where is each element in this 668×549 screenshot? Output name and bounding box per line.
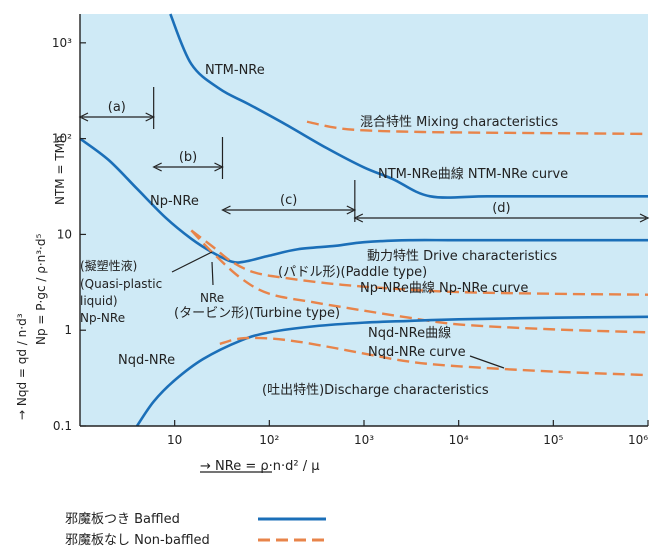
pointer-quasi-plastic (171, 251, 213, 273)
annotation-ntm-nre: NTM-NRe (205, 63, 265, 78)
annotation-nqd-nre: Nqd-NRe (118, 353, 175, 368)
annotation-nqd-curve-en: Nqd-NRe curve (368, 345, 466, 360)
x-tick-label-3: 10⁴ (449, 433, 469, 447)
x-axis-label: → NRe = ρ·n·d² / μ (200, 459, 320, 474)
y-tick-label-0: 0.1 (53, 419, 72, 433)
y-axis-label-np: Np = P·gc / ρ·n³·d⁵ (34, 234, 48, 345)
region-arrowhead-left-1 (152, 162, 162, 172)
series-line-4 (190, 229, 649, 334)
y-axis-label-ntm: NTM = TMn (53, 135, 67, 205)
x-tick-label-0: 10 (167, 433, 182, 447)
axis-layer: 10 10² 10³ 10⁴ 10⁵ 10⁶ 0.1 1 10 10² 10³ (52, 14, 649, 447)
annotation-paddle: (パドル形)(Paddle type) (278, 265, 427, 280)
series-line-0 (169, 13, 648, 199)
annotation-np-nre: Np-NRe (150, 194, 199, 209)
legend: 邪魔板つき Baffled 邪魔板なし Non-baffled (65, 512, 326, 548)
region-arrowhead-left-3 (353, 213, 364, 223)
annotation-turbine: (タービン形)(Turbine type) (174, 306, 340, 321)
annotation-nqd-curve-jp: Nqd-NRe曲線 (368, 325, 451, 341)
y-tick-label-3: 10² (52, 132, 72, 146)
annotation-nre: NRe (200, 291, 224, 305)
annotation-discharge: (吐出特性)Discharge characteristics (262, 383, 489, 398)
legend-label-baffled: 邪魔板つき Baffled (65, 512, 180, 527)
region-label-0: (a) (108, 100, 126, 115)
region-arrowhead-right-3 (639, 213, 650, 223)
series-line-3 (190, 229, 649, 296)
y-tick-label-2: 10 (57, 227, 72, 241)
region-label-2: (c) (280, 193, 297, 208)
x-tick-label-4: 10⁵ (543, 433, 563, 447)
region-arrowhead-left-2 (221, 205, 231, 215)
x-tick-label-2: 10³ (354, 433, 374, 447)
annotation-ntm-curve: NTM-NRe曲線 NTM-NRe curve (378, 166, 568, 182)
x-tick-label-5: 10⁶ (628, 433, 648, 447)
region-label-1: (b) (179, 150, 197, 165)
y-tick-label-1: 1 (64, 323, 72, 337)
series-layer (79, 13, 649, 427)
series-line-5 (135, 315, 649, 427)
pointer-nqd-curve (469, 355, 505, 369)
pointer-nre (211, 261, 214, 286)
annotation-quasi-np: Np-NRe (80, 311, 125, 325)
annotation-mixing: 混合特性 Mixing characteristics (360, 115, 558, 130)
y-axis-label-nqd: → Nqd = qd / n·d³ (15, 313, 29, 420)
annotation-liquid: liquid) (80, 294, 118, 308)
annotation-np-curve: Np-NRe曲線 Np-NRe curve (360, 280, 528, 296)
annotation-drive: 動力特性 Drive characteristics (367, 249, 557, 264)
plot-area (80, 14, 648, 426)
series-line-2 (79, 137, 648, 264)
y-tick-label-4: 10³ (52, 36, 72, 50)
annotation-quasi-jp: (擬塑性液) (80, 258, 137, 273)
legend-label-non-baffled: 邪魔板なし Non-baffled (65, 533, 210, 548)
series-line-1 (306, 120, 649, 136)
series-line-6 (219, 336, 649, 377)
annotation-quasi-en: (Quasi-plastic (80, 277, 162, 291)
region-layer: (a) (b) (c) (d) (78, 87, 650, 473)
region-label-3: (d) (492, 201, 510, 216)
x-tick-label-1: 10² (259, 433, 279, 447)
